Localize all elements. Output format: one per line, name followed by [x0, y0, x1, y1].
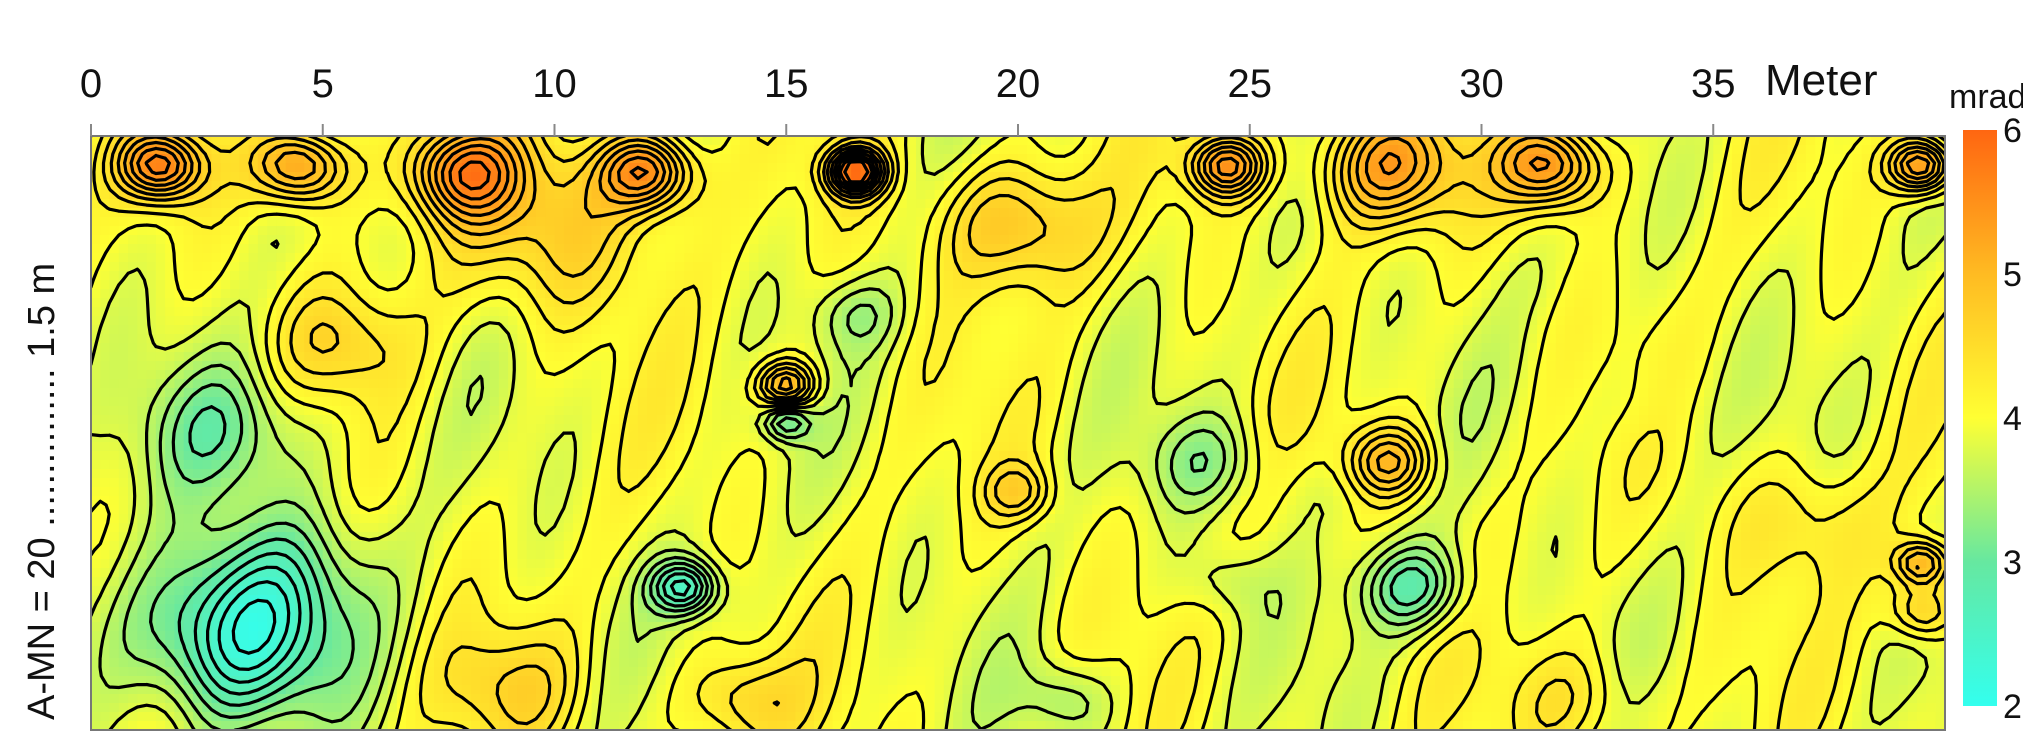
x-tick-label: 30 [1459, 62, 1504, 106]
x-tick-label: 5 [312, 62, 334, 106]
colorbar: 2 3 4 5 6 mrad [1949, 78, 2023, 726]
x-tick-label: 25 [1228, 62, 1273, 106]
x-tick-label: 20 [996, 62, 1041, 106]
plot-area [91, 136, 1946, 731]
x-tick-label: 15 [764, 62, 809, 106]
x-tick-label: 35 [1691, 62, 1736, 106]
colorbar-tick-label: 5 [2003, 256, 2022, 294]
colorbar-unit: mrad [1949, 78, 2023, 116]
colorbar-tick-label: 4 [2003, 400, 2022, 438]
heatmap-cells [91, 136, 1946, 731]
colorbar-tick-label: 3 [2003, 544, 2022, 582]
x-axis: 0 5 10 15 20 25 30 35 [80, 62, 1736, 136]
colorbar-ticks: 2 3 4 5 6 [2003, 112, 2022, 726]
x-tick-label: 0 [80, 62, 102, 106]
colorbar-gradient [1963, 130, 1997, 706]
colorbar-tick-label: 6 [2003, 112, 2022, 150]
colorbar-tick-label: 2 [2003, 688, 2022, 726]
y-axis-label: A-MN = 20 ............... 1.5 m [21, 263, 63, 720]
x-axis-unit: Meter [1765, 56, 1877, 105]
x-tick-label: 10 [532, 62, 577, 106]
